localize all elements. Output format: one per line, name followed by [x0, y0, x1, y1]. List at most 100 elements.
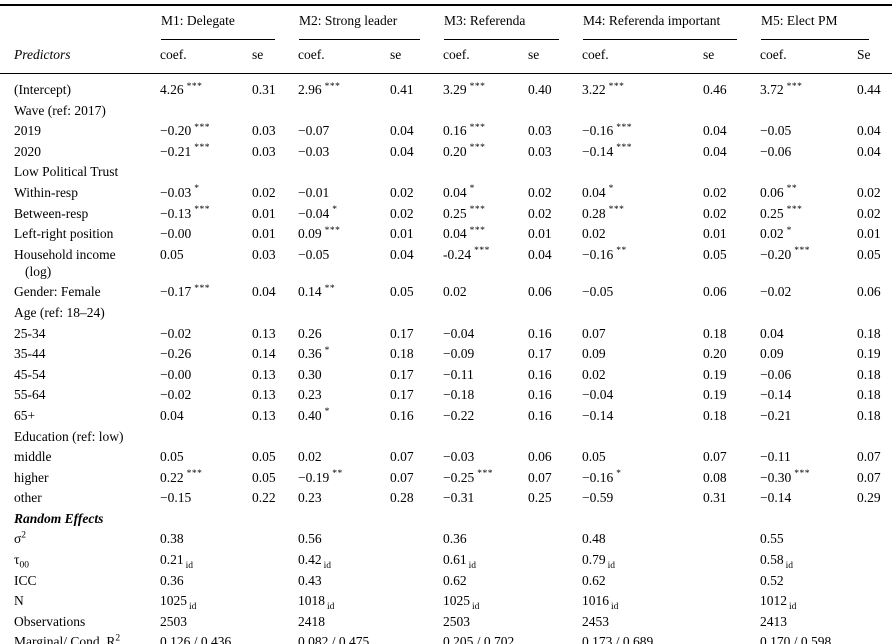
se-cell: 0.05 [857, 246, 881, 262]
se-cell: 0.19 [857, 346, 881, 362]
se-cell: 0.03 [252, 246, 276, 262]
predictor-label: Marginal/ Cond. R2 [0, 632, 160, 644]
se-cell: 0.02 [252, 184, 276, 200]
se-cell: 0.06 [528, 449, 552, 465]
stat-value: 0.36 [443, 531, 467, 547]
coef-cell: −0.02 [160, 385, 252, 406]
coef-cell: −0.31 [443, 487, 528, 508]
stat-value: 0.62 [443, 572, 467, 588]
coef-value: −0.05 [760, 123, 792, 139]
se-cell: 0.03 [252, 123, 276, 139]
stat-cell: 0.36 [443, 529, 582, 550]
stat-cell: 1018 id [298, 590, 443, 611]
stat-cell: 0.48 [582, 529, 760, 550]
coef-value: −0.59 [582, 490, 614, 506]
coef-cell: 0.04 * [582, 182, 703, 203]
coef-value: 0.06 [760, 184, 784, 200]
coef-cell: 0.04 * [443, 182, 528, 203]
significance-stars: ** [786, 184, 798, 195]
se-cell: 0.16 [390, 407, 414, 423]
coef-cell: −0.04 * [298, 203, 390, 224]
coef-value: −0.14 [582, 407, 614, 423]
se-cell: 0.05 [390, 284, 414, 300]
model-title: M3: Referenda [444, 11, 560, 40]
coef-value: 0.07 [582, 325, 606, 341]
predictor-label-text: middle [14, 449, 52, 465]
group-subscript: id [327, 601, 335, 612]
coef-cell: −0.15 [160, 487, 252, 508]
coef-value: −0.09 [443, 346, 475, 362]
coef-cell: 0.26 [298, 323, 390, 344]
model-header-5: M5: Elect PM [760, 5, 892, 41]
coef-value: 0.28 [582, 205, 606, 221]
significance-stars: * [608, 184, 614, 195]
group-subscript: id [785, 560, 794, 571]
coef-value: −0.13 [160, 205, 192, 221]
coef-cell: 0.40 * [298, 405, 390, 426]
predictor-label-text: N [14, 593, 24, 609]
stat-cell: 0.61 id [443, 549, 582, 570]
coef-value: −0.07 [298, 123, 330, 139]
stat-value: 0.52 [760, 572, 784, 588]
coef-cell: 0.09 [760, 343, 857, 364]
model-header-2: M2: Strong leader [298, 5, 443, 41]
coef-cell: 0.14 ** [298, 282, 390, 303]
significance-stars: *** [469, 205, 486, 216]
coef-header: coef. [582, 41, 704, 74]
coef-value: −0.00 [160, 226, 192, 242]
coef-cell: −0.11 [760, 446, 857, 467]
coef-value: −0.11 [443, 366, 474, 382]
coef-value: 3.72 [760, 82, 784, 97]
stat-cell: 0.173 / 0.689 [582, 632, 760, 644]
model-title: M1: Delegate [161, 11, 276, 40]
coef-cell: −0.19 ** [298, 467, 390, 488]
coef-cell: −0.02 [760, 282, 857, 303]
se-cell: 0.29 [857, 490, 881, 506]
coef-value: −0.11 [760, 449, 791, 465]
table-row: 2020 −0.21 *** 0.03 −0.03 0.04 0.20 *** 0.03 −0.1… [0, 141, 892, 162]
se-cell: 0.18 [703, 407, 727, 423]
stat-value: 0.126 / 0.436 [160, 634, 232, 644]
coef-value: 0.25 [443, 205, 467, 221]
coef-cell: −0.01 [298, 182, 390, 203]
se-cell: 0.05 [252, 449, 276, 465]
stat-cell: 0.38 [160, 529, 298, 550]
coef-cell: 3.22 *** [582, 74, 703, 100]
predictor-label-text: Between-resp [14, 205, 89, 221]
model-title: M5: Elect PM [761, 11, 870, 40]
predictor-label: 25-34 [0, 323, 160, 344]
table-row: Between-resp −0.13 *** 0.01 −0.04 * 0.02 0.25 **… [0, 203, 892, 224]
coef-header: coef. [160, 41, 252, 74]
coef-value: -0.24 [443, 246, 472, 262]
coef-value: 0.04 [443, 226, 467, 242]
significance-stars: * [332, 205, 338, 216]
coef-cell: 0.16 *** [443, 120, 528, 141]
se-cell: 0.01 [703, 226, 727, 242]
coef-value: 0.09 [582, 346, 606, 362]
coef-value: −0.31 [443, 490, 475, 506]
stat-value: 1025 [160, 593, 187, 609]
predictor-label: middle [0, 446, 160, 467]
table-row: higher 0.22 *** 0.05 −0.19 ** 0.07 −0.25 *** 0.07… [0, 467, 892, 488]
se-cell: 0.20 [703, 346, 727, 362]
coef-cell: −0.11 [443, 364, 528, 385]
table-row: Within-resp −0.03 * 0.02 −0.01 0.02 0.04 * 0.02 0… [0, 182, 892, 203]
stat-value: 0.79 [582, 552, 606, 568]
coef-value: 0.04 [160, 407, 184, 423]
stat-cell: 0.36 [160, 570, 298, 591]
se-cell: 0.02 [857, 184, 881, 200]
predictor-label: Gender: Female [0, 282, 160, 303]
coef-value: 0.09 [760, 346, 784, 362]
significance-stars: *** [186, 469, 203, 480]
section-label: Low Political Trust [14, 164, 119, 180]
predictor-label: 2019 [0, 120, 160, 141]
coef-cell: −0.20 *** [160, 120, 252, 141]
stat-cell: 2418 [298, 611, 443, 632]
significance-stars: *** [786, 205, 803, 216]
coef-value: 0.09 [298, 226, 322, 242]
significance-stars: *** [608, 81, 625, 92]
predictor-label: 65+ [0, 405, 160, 426]
se-cell: 0.18 [857, 387, 881, 403]
coef-cell: −0.05 [298, 244, 390, 282]
coef-value: 2.96 [298, 82, 322, 97]
